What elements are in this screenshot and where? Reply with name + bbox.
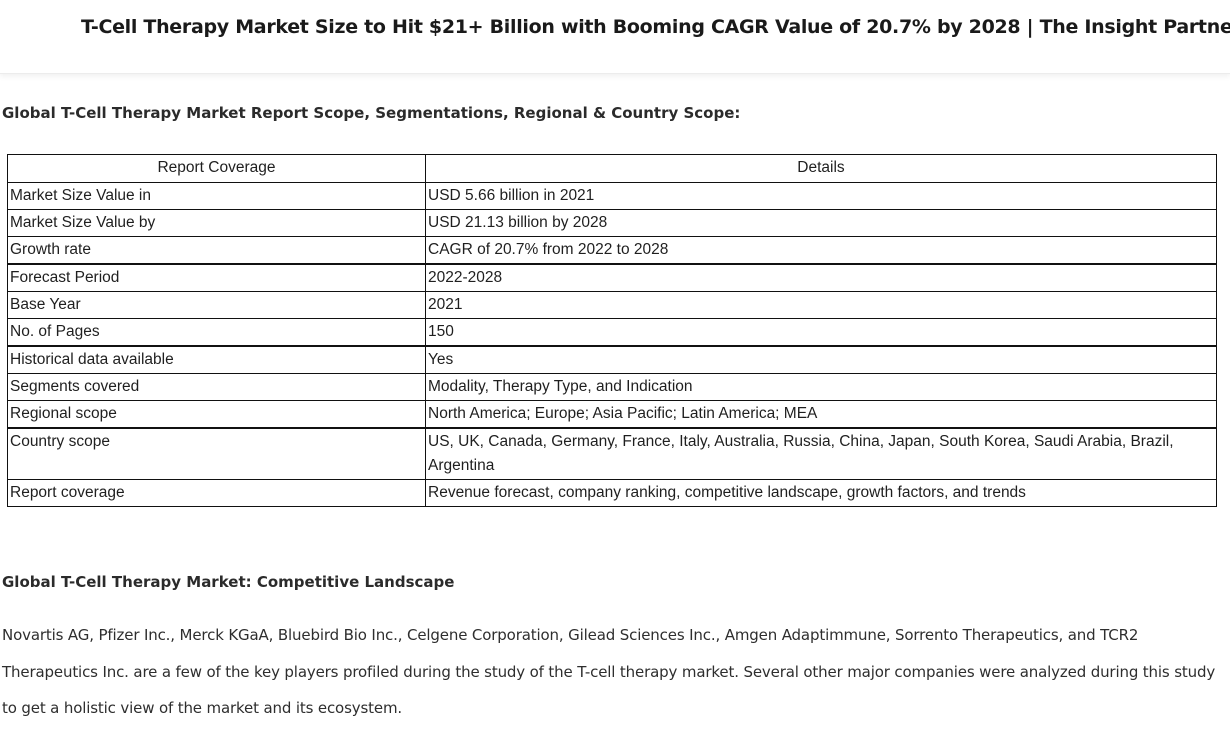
table-row: Forecast Period 2022-2028 <box>7 263 1217 292</box>
table-header-row: Report Coverage Details <box>7 154 1217 183</box>
landscape-section-heading: Global T-Cell Therapy Market: Competitiv… <box>2 573 455 591</box>
row-label: Market Size Value by <box>7 209 426 237</box>
table-row: Segments covered Modality, Therapy Type,… <box>7 373 1217 401</box>
header-bar: T-Cell Therapy Market Size to Hit $21+ B… <box>0 0 1230 74</box>
row-value: 150 <box>425 318 1217 347</box>
row-value: 2021 <box>425 291 1217 319</box>
row-label: Growth rate <box>7 236 426 265</box>
row-value: Modality, Therapy Type, and Indication <box>425 373 1217 401</box>
table-row: Report coverage Revenue forecast, compan… <box>7 479 1217 507</box>
article-title: T-Cell Therapy Market Size to Hit $21+ B… <box>81 16 1230 38</box>
column-header-details: Details <box>425 154 1217 183</box>
row-label: Historical data available <box>7 345 426 374</box>
table-row: Base Year 2021 <box>7 291 1217 319</box>
table-row: Market Size Value in USD 5.66 billion in… <box>7 182 1217 210</box>
row-value: 2022-2028 <box>425 263 1217 292</box>
report-scope-table: Report Coverage Details Market Size Valu… <box>7 154 1217 507</box>
row-label: Report coverage <box>7 479 426 507</box>
row-value: USD 5.66 billion in 2021 <box>425 182 1217 210</box>
row-label: Regional scope <box>7 400 426 429</box>
row-label: Segments covered <box>7 373 426 401</box>
row-label: Country scope <box>7 427 426 480</box>
table-row: Historical data available Yes <box>7 345 1217 374</box>
row-label: Market Size Value in <box>7 182 426 210</box>
row-value: Revenue forecast, company ranking, compe… <box>425 479 1217 507</box>
row-value: North America; Europe; Asia Pacific; Lat… <box>425 400 1217 429</box>
table-row: Regional scope North America; Europe; As… <box>7 400 1217 429</box>
row-value: USD 21.13 billion by 2028 <box>425 209 1217 237</box>
row-value: Yes <box>425 345 1217 374</box>
row-label: Base Year <box>7 291 426 319</box>
landscape-paragraph: Novartis AG, Pfizer Inc., Merck KGaA, Bl… <box>2 626 1216 717</box>
row-label: No. of Pages <box>7 318 426 347</box>
row-value: US, UK, Canada, Germany, France, Italy, … <box>425 427 1217 480</box>
row-value: CAGR of 20.7% from 2022 to 2028 <box>425 236 1217 265</box>
table-row: Country scope US, UK, Canada, Germany, F… <box>7 427 1217 480</box>
table-row: Growth rate CAGR of 20.7% from 2022 to 2… <box>7 236 1217 265</box>
column-header-coverage: Report Coverage <box>7 154 426 183</box>
row-label: Forecast Period <box>7 263 426 292</box>
scope-section-heading: Global T-Cell Therapy Market Report Scop… <box>2 104 741 122</box>
table-row: No. of Pages 150 <box>7 318 1217 347</box>
table-row: Market Size Value by USD 21.13 billion b… <box>7 209 1217 237</box>
